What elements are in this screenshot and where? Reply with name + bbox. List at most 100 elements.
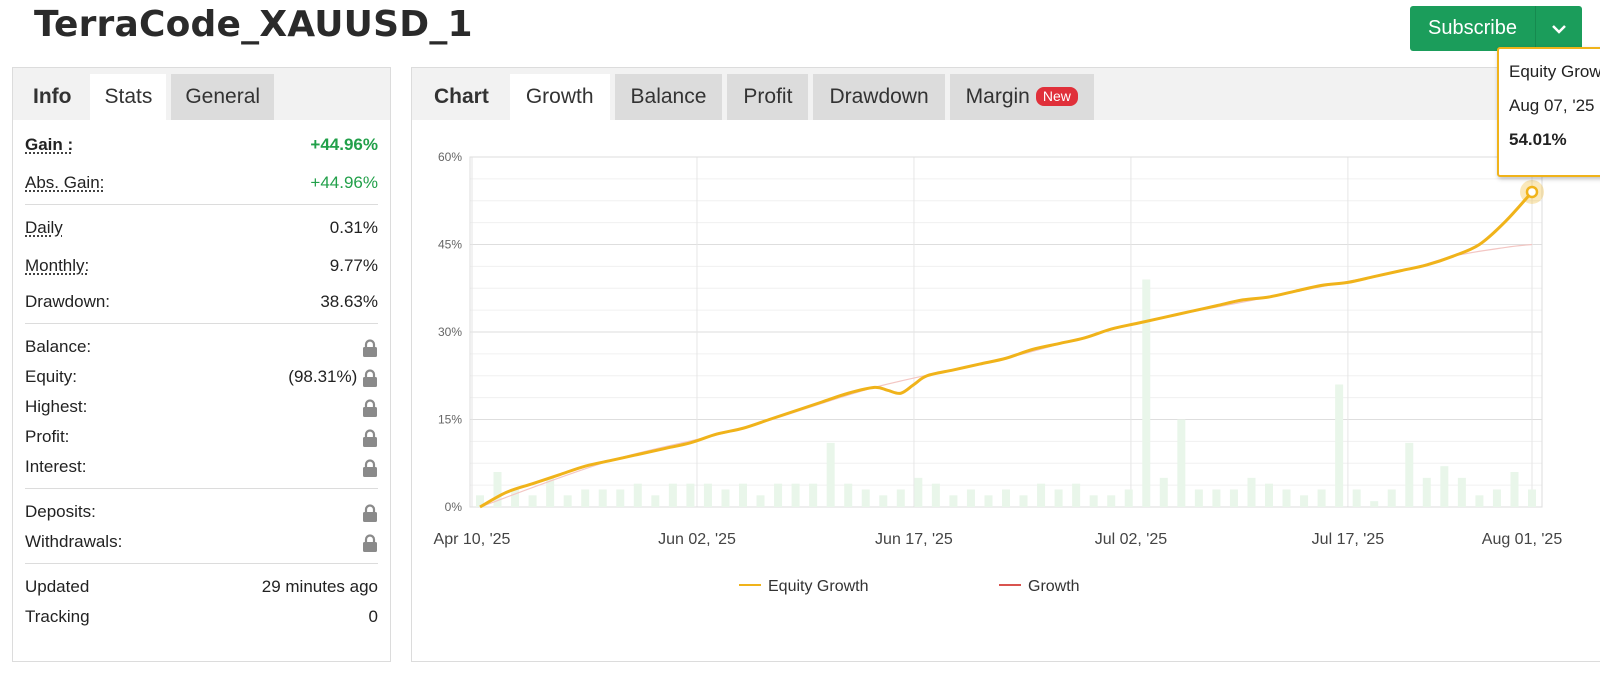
tab-stats[interactable]: Stats xyxy=(90,74,167,120)
stats-panel: Info Stats General Gain : +44.96% Abs. G… xyxy=(12,67,391,662)
left-tabs: Info Stats General xyxy=(13,68,390,120)
abs-gain-value: +44.96% xyxy=(310,173,378,192)
volume-bar xyxy=(476,495,484,507)
volume-bar xyxy=(1440,466,1449,507)
new-badge: New xyxy=(1035,87,1078,106)
y-tick-label: 15% xyxy=(438,413,462,427)
gain-value: +44.96% xyxy=(310,135,378,154)
volume-bar xyxy=(1107,495,1116,507)
equity-growth-line xyxy=(479,190,1534,509)
highest-label: Highest: xyxy=(25,397,88,416)
volume-bar xyxy=(879,495,888,507)
drawdown-value: 38.63% xyxy=(320,292,378,311)
chart-tabs-label: Chart xyxy=(418,74,505,120)
volume-bar xyxy=(1037,483,1046,507)
withdrawals-value xyxy=(362,532,378,552)
volume-bar xyxy=(826,442,835,507)
y-tick-label: 45% xyxy=(438,238,462,252)
volume-bar xyxy=(1054,489,1063,507)
tab-growth[interactable]: Growth xyxy=(509,74,610,120)
subscribe-dropdown-button[interactable] xyxy=(1534,6,1582,51)
volume-bar xyxy=(668,483,677,507)
tab-general[interactable]: General xyxy=(171,74,275,120)
highlight-point xyxy=(1525,185,1539,199)
volume-bar xyxy=(1247,477,1256,507)
chevron-down-icon xyxy=(1552,24,1566,34)
x-tick-label: Jul 02, '25 xyxy=(1095,531,1168,548)
monthly-label[interactable]: Monthly: xyxy=(25,256,90,275)
volume-bar xyxy=(493,472,502,507)
subscribe-button-group[interactable]: Subscribe xyxy=(1410,6,1582,51)
balance-value xyxy=(362,337,378,357)
tooltip-value: 54.01% xyxy=(1509,130,1567,149)
divider xyxy=(25,488,378,489)
chart-tooltip: Equity Growth Aug 07, '25 54.01% xyxy=(1497,47,1600,177)
daily-label[interactable]: Daily xyxy=(25,218,63,237)
volume-bar xyxy=(1352,489,1361,507)
volume-bar xyxy=(686,483,695,507)
volume-bar xyxy=(598,489,607,507)
volume-bar xyxy=(1475,495,1484,507)
volume-bar xyxy=(633,483,642,507)
volume-bar xyxy=(721,489,730,507)
monthly-value: 9.77% xyxy=(329,256,378,275)
volume-bar xyxy=(861,489,870,507)
volume-bar xyxy=(1387,489,1396,507)
subscribe-button[interactable]: Subscribe xyxy=(1428,17,1517,39)
abs-gain-label[interactable]: Abs. Gain: xyxy=(25,173,105,192)
legend-growth-label: Growth xyxy=(1028,578,1080,595)
volume-bar xyxy=(651,495,660,507)
volume-bar xyxy=(1335,384,1344,507)
volume-bar xyxy=(896,489,905,507)
volume-bar xyxy=(1317,489,1326,507)
chart-panel: Chart Growth Balance Profit Drawdown Mar… xyxy=(411,67,1600,662)
volume-bar xyxy=(1492,489,1501,507)
divider xyxy=(25,563,378,564)
lock-icon xyxy=(363,368,377,387)
volume-bar xyxy=(616,489,625,507)
volume-bar xyxy=(1194,489,1203,507)
tracking-label: Tracking xyxy=(25,607,90,626)
tab-info[interactable]: Info xyxy=(19,74,86,120)
tab-profit[interactable]: Profit xyxy=(727,74,809,120)
tab-margin[interactable]: Margin New xyxy=(949,74,1094,120)
highest-value xyxy=(362,397,378,417)
volume-bar xyxy=(563,495,572,507)
volume-bar xyxy=(1212,489,1221,507)
gain-label[interactable]: Gain : xyxy=(25,135,74,154)
volume-bar xyxy=(1124,489,1133,507)
volume-bar xyxy=(511,489,520,507)
equity-label: Equity: xyxy=(25,367,77,386)
volume-bar xyxy=(1089,495,1098,507)
volume-bar xyxy=(1405,442,1414,507)
volume-bar xyxy=(1019,495,1028,507)
x-tick-label: Jun 02, '25 xyxy=(658,531,736,548)
volume-bar xyxy=(581,489,590,507)
equity-value: (98.31%) xyxy=(288,367,378,387)
tracking-value: 0 xyxy=(368,607,378,626)
volume-bar xyxy=(756,495,765,507)
interest-label: Interest: xyxy=(25,457,87,476)
volume-bar xyxy=(1300,495,1309,507)
volume-bar xyxy=(703,483,712,507)
volume-bar xyxy=(739,483,747,507)
drawdown-label: Drawdown: xyxy=(25,292,111,311)
tooltip-date: Aug 07, '25 xyxy=(1509,96,1595,115)
y-tick-label: 30% xyxy=(438,325,462,339)
tab-balance[interactable]: Balance xyxy=(614,74,723,120)
updated-value: 29 minutes ago xyxy=(261,577,378,596)
volume-bar xyxy=(1265,483,1273,507)
equity-percent: (98.31%) xyxy=(288,367,358,386)
lock-icon xyxy=(363,338,377,357)
volume-bar xyxy=(914,477,923,507)
volume-bar xyxy=(1002,489,1010,507)
tab-drawdown[interactable]: Drawdown xyxy=(813,74,945,120)
divider xyxy=(25,204,378,205)
balance-label: Balance: xyxy=(25,337,92,356)
volume-bar xyxy=(949,495,958,507)
volume-bar xyxy=(1457,477,1466,507)
volume-bar xyxy=(1229,489,1238,507)
y-tick-label: 0% xyxy=(445,500,463,514)
withdrawals-label: Withdrawals: xyxy=(25,532,123,551)
growth-chart[interactable]: 0% 15% 30% 45% 60% Apr 10, '25 Jun 02, '25 Jun … xyxy=(412,120,1600,660)
